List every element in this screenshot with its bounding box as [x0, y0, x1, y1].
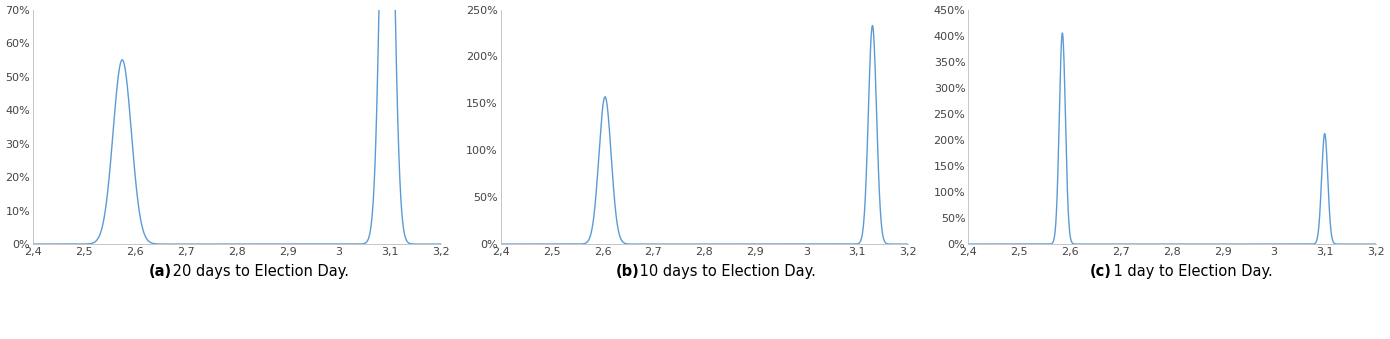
Text: (c): (c) — [1090, 264, 1112, 279]
Text: 1 day to Election Day.: 1 day to Election Day. — [1109, 264, 1273, 279]
Text: 10 days to Election Day.: 10 days to Election Day. — [635, 264, 816, 279]
Text: (b): (b) — [616, 264, 639, 279]
Text: 20 days to Election Day.: 20 days to Election Day. — [168, 264, 349, 279]
Text: (a): (a) — [149, 264, 172, 279]
